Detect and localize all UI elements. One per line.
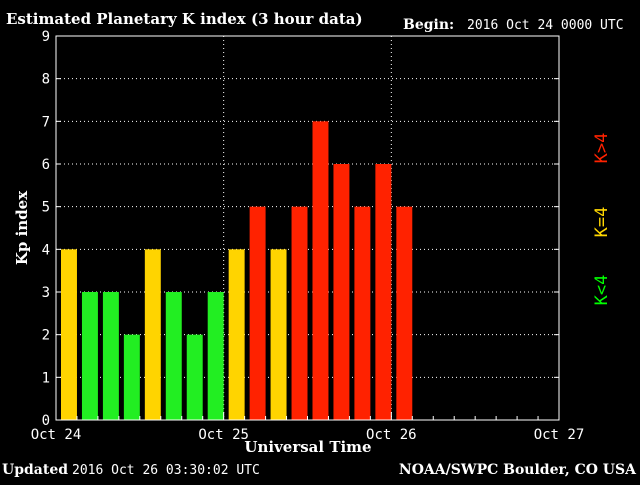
- legend-item: K<4: [592, 275, 612, 306]
- kp-bar: [61, 249, 77, 420]
- kp-bar: [144, 249, 161, 420]
- kp-bar: [291, 206, 308, 420]
- y-tick-label: 6: [42, 157, 50, 173]
- legend-item: K=4: [592, 207, 612, 238]
- legend-item: K>4: [592, 133, 612, 164]
- y-tick-label: 1: [42, 370, 50, 386]
- y-tick-label: 7: [42, 114, 50, 130]
- updated-label: Updated: [2, 462, 68, 478]
- y-tick-label: 5: [42, 200, 50, 216]
- kp-bar: [375, 164, 392, 420]
- x-tick-label: Oct 24: [31, 427, 82, 443]
- kp-bar: [354, 206, 371, 420]
- x-tick-label: Oct 27: [534, 427, 585, 443]
- kp-bar: [186, 334, 203, 420]
- x-tick-labels: Oct 24 Oct 25 Oct 26 Oct 27: [31, 427, 585, 443]
- x-axis-title: Universal Time: [244, 438, 371, 456]
- y-tick-label: 9: [42, 29, 50, 45]
- kp-bar: [333, 164, 350, 420]
- y-tick-labels: 0 1 2 3 4 5 6 7 8 9: [42, 29, 50, 429]
- legend: K<4 K=4 K>4: [592, 133, 612, 306]
- y-axis-title: Kp index: [13, 190, 31, 265]
- y-tick-label: 8: [42, 72, 50, 88]
- plot-frame: [55, 35, 560, 421]
- kp-bar: [396, 206, 413, 420]
- kp-bar: [81, 292, 98, 420]
- kp-bar: [165, 292, 182, 420]
- chart-title: Estimated Planetary K index (3 hour data…: [6, 10, 363, 28]
- y-tick-label: 3: [42, 285, 50, 301]
- kp-bar: [102, 292, 119, 420]
- updated-value: 2016 Oct 26 03:30:02 UTC: [72, 463, 260, 478]
- begin-value: 2016 Oct 24 0000 UTC: [467, 18, 624, 33]
- kp-bar: [123, 334, 140, 420]
- source-credit: NOAA/SWPC Boulder, CO USA: [399, 462, 637, 478]
- y-tick-label: 2: [42, 328, 50, 344]
- y-tick-label: 0: [42, 413, 50, 429]
- begin-label: Begin:: [403, 17, 454, 33]
- kp-bar: [207, 292, 224, 420]
- kp-bar: [270, 249, 287, 420]
- kp-bar: [249, 206, 266, 420]
- kp-bar: [228, 249, 245, 420]
- kp-bar: [312, 121, 329, 420]
- x-tick-label: Oct 26: [366, 427, 417, 443]
- bars: [61, 121, 413, 420]
- y-tick-label: 4: [42, 242, 50, 258]
- x-tick-label: Oct 25: [198, 427, 249, 443]
